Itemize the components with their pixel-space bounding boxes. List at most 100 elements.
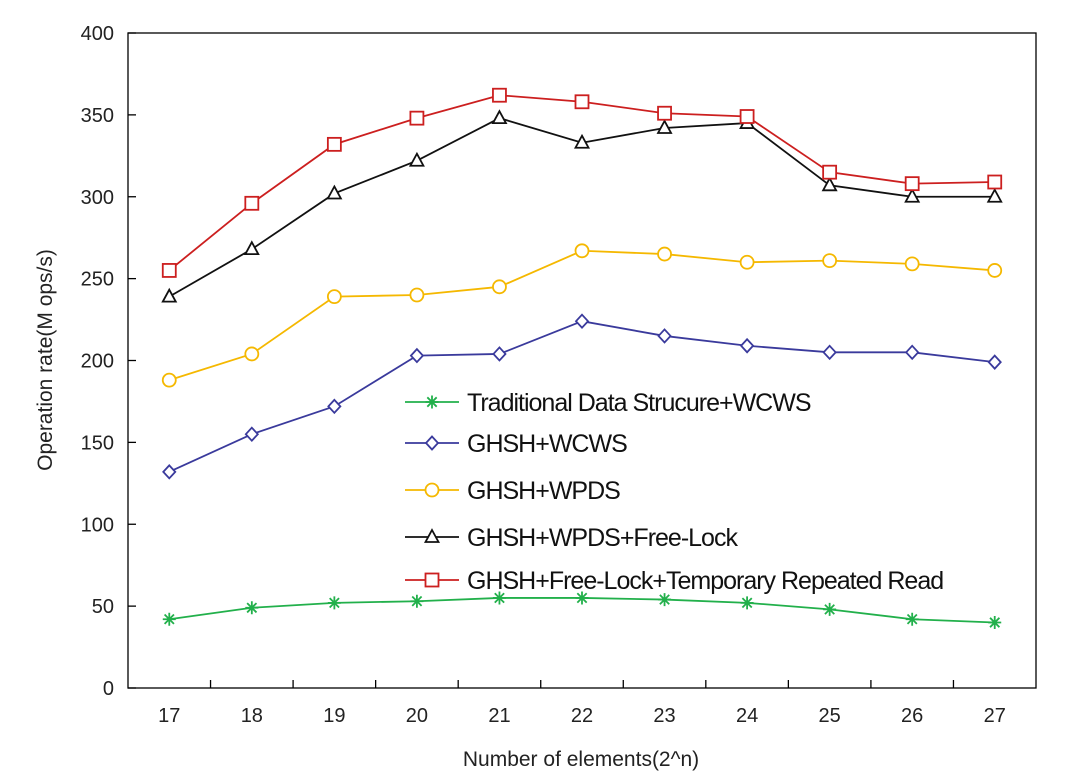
x-tick-label: 23 [653, 705, 675, 727]
data-point [575, 591, 589, 605]
data-point [822, 344, 837, 361]
data-point [244, 426, 260, 443]
data-point [739, 109, 755, 124]
y-tick-label: 150 [81, 432, 114, 454]
legend-entry: GHSH+WPDS+Free-Lock [405, 524, 739, 552]
y-tick-label: 400 [81, 23, 114, 45]
x-tick-label: 25 [819, 705, 841, 727]
data-point [161, 287, 178, 303]
y-tick-label: 0 [103, 678, 114, 700]
legend-marker [424, 482, 440, 498]
series-circle [161, 243, 1003, 388]
legend-entry: Traditional Data Strucure+WCWS [405, 389, 812, 417]
y-tick-label: 100 [81, 514, 114, 536]
data-point [492, 591, 506, 605]
data-point [408, 151, 425, 167]
data-point [574, 243, 590, 259]
data-point [244, 195, 260, 211]
x-tick-label: 20 [406, 705, 428, 727]
data-point [904, 187, 921, 203]
data-point [823, 602, 837, 616]
y-axis-title: Operation rate(M ops/s) [34, 249, 57, 471]
series-asterisk [162, 591, 1002, 629]
x-tick-label: 18 [241, 705, 263, 727]
data-point [904, 256, 920, 272]
data-point [492, 279, 507, 295]
legend-entry: GHSH+WCWS [405, 430, 628, 458]
data-point [161, 263, 177, 278]
x-tick-label: 22 [571, 705, 593, 727]
data-point [492, 346, 507, 362]
data-point [244, 346, 260, 362]
data-point [904, 344, 920, 361]
data-point [491, 109, 508, 125]
y-tick-label: 350 [81, 105, 114, 127]
axis-ticks: 0 50 100 150 200 250 300 350 400 17 18 19 20 21 22 23 24… [81, 23, 1006, 727]
legend-marker [423, 528, 441, 543]
y-tick-label: 50 [92, 596, 114, 618]
legend-entry: GHSH+Free-Lock+Temporary Repeated Read [405, 567, 944, 595]
data-point [409, 287, 425, 303]
legend-label: GHSH+WPDS [467, 477, 620, 505]
data-point [740, 596, 754, 610]
data-point [574, 94, 590, 110]
legend-label: GHSH+WPDS+Free-Lock [467, 524, 738, 552]
legend-marker [425, 395, 439, 409]
data-point [657, 328, 672, 344]
x-tick-label: 26 [901, 705, 923, 727]
data-point [821, 176, 838, 192]
data-point [822, 164, 838, 180]
data-point [410, 594, 424, 608]
legend-label: GHSH+Free-Lock+Temporary Repeated Read [467, 567, 943, 595]
data-point [243, 240, 260, 256]
data-point [326, 289, 342, 305]
data-point [409, 110, 425, 126]
data-point [327, 596, 341, 610]
data-point [656, 119, 673, 134]
data-point [822, 253, 838, 269]
y-tick-label: 250 [81, 269, 114, 291]
data-point [162, 612, 176, 626]
series-diamond [162, 313, 1002, 480]
data-point [905, 612, 919, 626]
series-square [161, 87, 1003, 278]
legend-label: Traditional Data Strucure+WCWS [467, 389, 811, 417]
legend: Traditional Data Strucure+WCWS GHSH+WCWS G… [405, 389, 944, 595]
data-point [988, 616, 1002, 629]
legend-marker [424, 435, 440, 451]
legend-label: GHSH+WCWS [467, 430, 627, 458]
data-point [987, 174, 1003, 190]
data-point [657, 246, 672, 262]
data-point [327, 398, 342, 415]
data-point [739, 337, 755, 354]
legend-marker [424, 572, 440, 588]
data-point [161, 372, 177, 388]
y-tick-label: 200 [81, 351, 114, 373]
data-point [987, 263, 1003, 278]
data-point [739, 254, 755, 270]
data-point [904, 176, 920, 192]
legend-entry: GHSH+WPDS [405, 477, 621, 505]
data-point [658, 593, 672, 607]
data-point [987, 354, 1002, 370]
x-tick-label: 19 [323, 705, 345, 727]
data-point [574, 313, 590, 330]
series-group [161, 87, 1003, 629]
data-point [657, 105, 672, 121]
data-point [162, 464, 177, 480]
data-point [326, 184, 343, 200]
data-point [409, 347, 425, 364]
x-tick-label: 27 [984, 705, 1006, 727]
x-tick-label: 24 [736, 705, 758, 727]
x-axis-title: Number of elements(2^n) [463, 748, 699, 771]
series-triangle [161, 109, 1003, 303]
y-tick-label: 300 [81, 187, 114, 209]
data-point [326, 136, 342, 152]
data-point [492, 87, 507, 103]
data-point [573, 133, 591, 149]
x-tick-label: 21 [488, 705, 510, 727]
data-point [245, 601, 259, 615]
data-point [986, 187, 1003, 203]
